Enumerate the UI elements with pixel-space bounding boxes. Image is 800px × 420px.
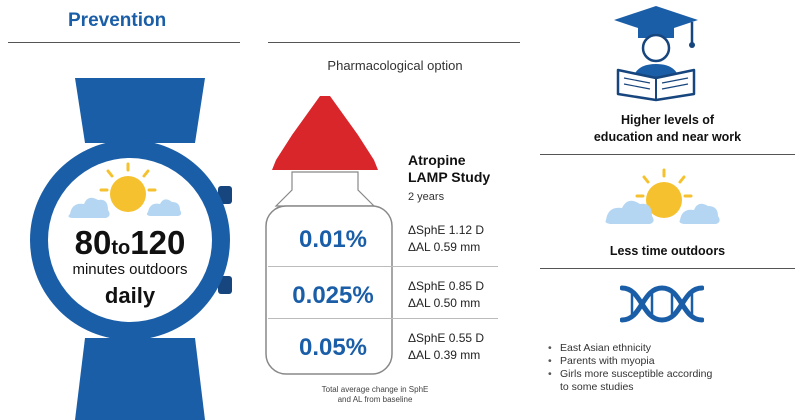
list-item: East Asian ethnicity bbox=[548, 342, 712, 355]
range-from: 80 bbox=[74, 224, 112, 261]
footnote-line2: and AL from baseline bbox=[337, 395, 413, 404]
sphe-value: ΔSphE 1.12 D bbox=[408, 223, 485, 237]
al-value: ΔAL 0.50 mm bbox=[408, 296, 481, 310]
outdoor-minutes: 80to120 bbox=[55, 226, 205, 267]
risk-divider bbox=[540, 268, 795, 269]
list-item: Parents with myopia bbox=[548, 355, 712, 368]
al-value: ΔAL 0.59 mm bbox=[408, 240, 481, 254]
result-row-2: ΔSphE 0.85 D ΔAL 0.50 mm bbox=[408, 278, 484, 312]
sun-cloud-icon bbox=[605, 168, 720, 224]
less-outdoors-label: Less time outdoors bbox=[609, 244, 726, 258]
daily-label: daily bbox=[104, 283, 156, 308]
list-item: Girls more susceptible according bbox=[548, 368, 712, 381]
study-title: Atropine LAMP Study bbox=[408, 152, 490, 186]
concentration-0-05: 0.05% bbox=[298, 334, 368, 361]
prevention-title: Prevention bbox=[68, 10, 167, 31]
graduate-reading-icon bbox=[614, 6, 698, 102]
result-row-1: ΔSphE 1.12 D ΔAL 0.59 mm bbox=[408, 222, 484, 256]
sun-cloud-icon bbox=[68, 162, 182, 218]
education-line1: Higher levels of bbox=[620, 113, 715, 127]
concentration-0-025: 0.025% bbox=[292, 282, 374, 309]
range-to-word: to bbox=[111, 237, 131, 259]
list-item: to some studies bbox=[560, 381, 634, 393]
education-label: Higher levels of education and near work bbox=[540, 112, 795, 146]
study-duration: 2 years bbox=[408, 191, 445, 203]
education-line2: education and near work bbox=[593, 130, 742, 144]
dna-helix-icon bbox=[620, 285, 704, 323]
range-to: 120 bbox=[130, 224, 186, 261]
concentration-0-01: 0.01% bbox=[298, 226, 368, 253]
sphe-value: ΔSphE 0.85 D bbox=[408, 279, 485, 293]
pharm-divider bbox=[268, 42, 520, 43]
row-divider bbox=[268, 318, 498, 319]
footnote: Total average change in SphE and AL from… bbox=[300, 385, 450, 405]
eye-drop-bottle-icon bbox=[265, 96, 393, 375]
row-divider bbox=[268, 266, 498, 267]
al-value: ΔAL 0.39 mm bbox=[408, 348, 481, 362]
pharm-title: Pharmacological option bbox=[327, 58, 463, 73]
study-title-line1: Atropine bbox=[408, 152, 466, 168]
sphe-value: ΔSphE 0.55 D bbox=[408, 331, 485, 345]
prevention-divider bbox=[8, 42, 240, 43]
risk-divider bbox=[540, 154, 795, 155]
result-row-3: ΔSphE 0.55 D ΔAL 0.39 mm bbox=[408, 330, 484, 364]
minutes-label: minutes outdoors bbox=[72, 261, 188, 278]
study-title-line2: LAMP Study bbox=[408, 169, 491, 185]
footnote-line1: Total average change in SphE bbox=[321, 385, 429, 394]
genetic-risk-list: East Asian ethnicity Parents with myopia… bbox=[548, 342, 712, 394]
